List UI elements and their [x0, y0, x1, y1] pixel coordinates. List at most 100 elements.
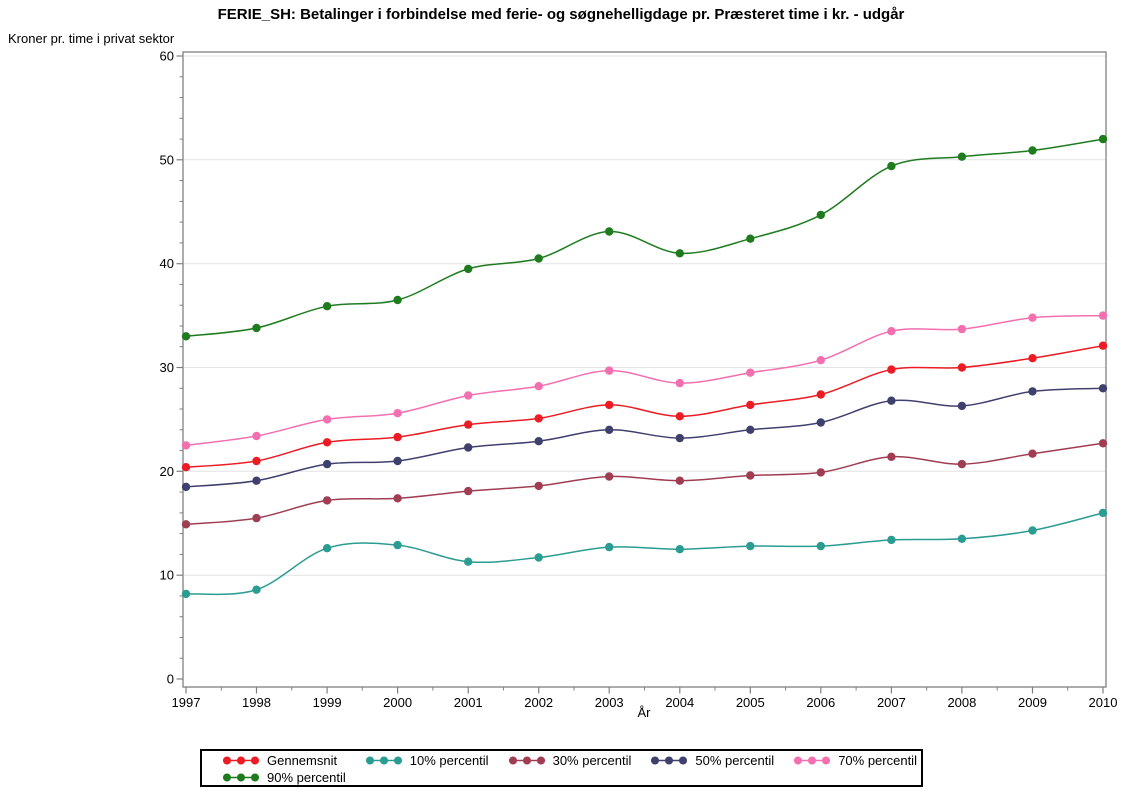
data-point — [252, 323, 261, 333]
data-point — [957, 401, 967, 411]
line-chart-canvas: FERIE_SH: Betalinger i forbindelse med f… — [8, 6, 1118, 720]
x-tick-label: 2000 — [383, 695, 412, 710]
data-point — [393, 409, 402, 418]
legend-item-70-percentil: 70% percentil — [793, 753, 917, 768]
data-point — [675, 433, 684, 443]
data-point — [605, 366, 614, 375]
data-point — [534, 437, 543, 446]
x-tick-label: 1998 — [242, 695, 271, 710]
data-point — [605, 472, 614, 481]
series-line-90-percentil — [185, 138, 1104, 338]
data-point — [534, 254, 543, 263]
data-point — [957, 324, 967, 334]
data-point — [746, 425, 755, 434]
data-point — [181, 482, 191, 492]
data-point — [181, 441, 191, 450]
data-point — [746, 234, 755, 243]
data-point — [322, 438, 332, 447]
data-point — [252, 585, 261, 594]
data-point — [746, 541, 755, 551]
legend-line-marker-icon — [223, 773, 259, 782]
data-point — [322, 459, 332, 469]
legend-label: 30% percentil — [552, 753, 632, 768]
data-point — [887, 327, 896, 336]
data-point — [816, 468, 825, 477]
data-point — [181, 520, 191, 529]
y-tick-label: 50 — [160, 152, 174, 167]
data-point — [1028, 387, 1037, 396]
legend-item-90-percentil: 90% percentil — [222, 770, 346, 785]
data-point — [746, 400, 755, 410]
data-point — [746, 368, 755, 377]
data-point — [605, 425, 614, 434]
data-point — [887, 161, 896, 171]
data-point — [1098, 311, 1108, 320]
legend-label: 10% percentil — [409, 753, 489, 768]
data-point — [393, 432, 402, 442]
data-point — [181, 589, 191, 599]
data-point — [675, 412, 684, 421]
legend-item-10-percentil: 10% percentil — [365, 753, 508, 768]
x-tick-label: 2010 — [1089, 695, 1118, 710]
data-point — [605, 542, 614, 552]
legend-label: 70% percentil — [838, 753, 917, 768]
legend-item-gennemsnit: Gennemsnit — [222, 753, 365, 768]
data-point — [322, 496, 332, 505]
data-point — [887, 365, 896, 374]
data-point — [393, 494, 402, 503]
y-tick-label: 60 — [160, 49, 174, 64]
x-tick-label: 2006 — [806, 695, 835, 710]
data-point — [887, 452, 896, 461]
x-tick-label: 2007 — [877, 695, 906, 710]
legend-line-marker-icon — [508, 756, 545, 765]
legend-item-50-percentil: 50% percentil — [650, 753, 793, 768]
legend-label: Gennemsnit — [267, 753, 338, 768]
y-tick-label: 20 — [160, 464, 174, 479]
data-point — [464, 391, 473, 400]
series-line-70-percentil — [185, 314, 1104, 447]
data-point — [675, 476, 684, 485]
series-line-10-percentil — [185, 512, 1104, 596]
data-point — [887, 535, 896, 545]
data-point — [322, 544, 332, 553]
x-tick-label: 2001 — [454, 695, 483, 710]
data-point — [1098, 134, 1108, 144]
data-point — [1098, 439, 1108, 448]
data-point — [252, 431, 261, 441]
data-point — [816, 418, 825, 427]
y-axis-title: Kroner pr. time i privat sektor — [8, 31, 175, 46]
series-line-50-percentil — [185, 387, 1104, 488]
legend-item-30-percentil: 30% percentil — [508, 753, 651, 768]
data-point — [393, 295, 402, 305]
y-tick-label: 30 — [160, 360, 174, 375]
data-point — [816, 541, 825, 551]
data-point — [675, 378, 684, 388]
data-point — [181, 463, 191, 472]
y-tick-label: 0 — [167, 672, 174, 687]
data-point — [1098, 341, 1108, 350]
plot-frame — [182, 51, 1107, 688]
data-point — [957, 459, 967, 469]
chart-legend: Gennemsnit 10% percentil 30% percentil 5… — [200, 749, 923, 787]
data-point — [252, 513, 261, 523]
data-point — [605, 227, 614, 236]
data-point — [1028, 313, 1037, 322]
data-point — [1028, 526, 1037, 535]
data-point — [322, 415, 332, 424]
data-point — [957, 534, 967, 543]
y-tick-label: 40 — [160, 256, 174, 271]
chart-title: FERIE_SH: Betalinger i forbindelse med f… — [218, 6, 905, 23]
data-point — [181, 332, 191, 341]
data-point — [675, 249, 684, 258]
legend-line-marker-icon — [365, 756, 402, 765]
x-tick-label: 2005 — [736, 695, 765, 710]
data-point — [534, 553, 543, 562]
data-point — [464, 420, 473, 429]
series-line-gennemsnit — [185, 344, 1104, 468]
data-point — [746, 471, 755, 480]
data-point — [534, 382, 543, 391]
data-point — [464, 557, 473, 566]
data-point — [887, 396, 896, 405]
data-point — [1098, 384, 1108, 393]
